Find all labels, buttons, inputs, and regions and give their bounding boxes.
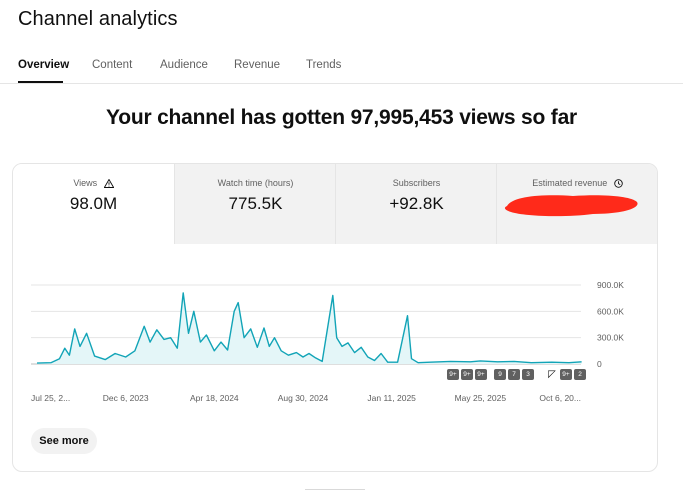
tab-overview[interactable]: Overview bbox=[18, 59, 70, 71]
metric-value: 775.5K bbox=[228, 194, 283, 213]
see-more-button[interactable]: See more bbox=[31, 428, 97, 454]
metric-watch-time[interactable]: Watch time (hours) 775.5K bbox=[174, 164, 336, 244]
redaction-mark bbox=[504, 195, 638, 217]
series-area bbox=[37, 292, 582, 364]
x-tick-label: Jul 25, 2... bbox=[31, 393, 70, 403]
metric-views[interactable]: Views 98.0M bbox=[13, 164, 174, 244]
annotation-badge[interactable]: 7 bbox=[508, 369, 520, 380]
tab-revenue[interactable]: Revenue bbox=[234, 59, 281, 71]
annotation-badge[interactable]: 9+ bbox=[447, 369, 459, 380]
tab-trends[interactable]: Trends bbox=[306, 59, 342, 71]
analytics-card: Views 98.0M Watch time (hours) 775.5K Su… bbox=[12, 163, 658, 472]
x-tick-label: Aug 30, 2024 bbox=[278, 393, 329, 403]
annotation-badge[interactable]: 9 bbox=[494, 369, 506, 380]
x-tick-label: Apr 18, 2024 bbox=[190, 393, 239, 403]
metric-label: Watch time (hours) bbox=[217, 178, 294, 188]
annotation-badge[interactable]: 9+ bbox=[461, 369, 473, 380]
annotation-badge[interactable]: 9+ bbox=[475, 369, 487, 380]
metric-label: Subscribers bbox=[392, 178, 441, 188]
active-tab-indicator bbox=[18, 81, 63, 83]
metric-label: Views bbox=[73, 178, 98, 188]
total-views-headline: Your channel has gotten 97,995,453 views… bbox=[105, 106, 578, 129]
y-tick-label: 0 bbox=[597, 359, 602, 369]
tab-content[interactable]: Content bbox=[92, 59, 133, 71]
warning-icon bbox=[103, 179, 114, 189]
metric-value: +92.8K bbox=[389, 194, 444, 213]
metric-label: Estimated revenue bbox=[532, 178, 608, 188]
x-tick-label: May 25, 2025 bbox=[455, 393, 507, 403]
shorts-icon[interactable]: ◸ bbox=[546, 369, 558, 380]
x-tick-label: Oct 6, 20... bbox=[539, 393, 581, 403]
series-line bbox=[36, 292, 582, 364]
annotation-badge[interactable]: 9+ bbox=[560, 369, 572, 380]
x-tick-label: Dec 6, 2023 bbox=[103, 393, 149, 403]
annotation-badge[interactable]: 3 bbox=[522, 369, 534, 380]
views-chart[interactable]: 900.0K 600.0K 300.0K 0 Jul 25, 2... Dec 6, 20… bbox=[13, 248, 657, 408]
page-title: Channel analytics bbox=[18, 8, 178, 30]
tab-audience[interactable]: Audience bbox=[160, 59, 208, 71]
scroll-hint bbox=[305, 489, 365, 494]
tab-bar: Overview Content Audience Revenue Trends bbox=[0, 52, 683, 84]
annotation-badge[interactable]: 2 bbox=[574, 369, 586, 380]
metric-value: 98.0M bbox=[69, 194, 118, 214]
metric-subscribers[interactable]: Subscribers +92.8K bbox=[335, 164, 497, 244]
clock-icon bbox=[614, 179, 623, 188]
x-tick-label: Jan 11, 2025 bbox=[367, 393, 416, 403]
y-tick-label: 600.0K bbox=[597, 306, 624, 316]
y-tick-label: 900.0K bbox=[597, 280, 624, 290]
y-tick-label: 300.0K bbox=[597, 333, 624, 343]
